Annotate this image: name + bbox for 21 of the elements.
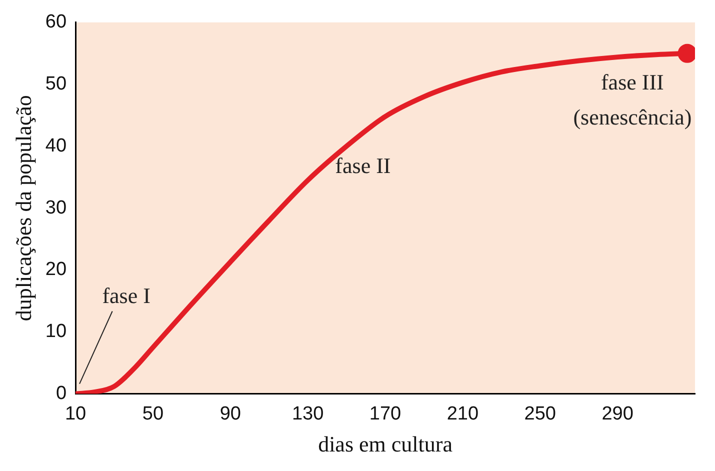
annotation: fase I <box>102 283 150 308</box>
x-tick-label: 210 <box>446 403 479 424</box>
x-tick-label: 250 <box>524 403 556 424</box>
x-tick-label: 290 <box>602 403 634 424</box>
annotation: fase III <box>600 69 664 94</box>
y-tick-label: 40 <box>45 135 67 156</box>
y-tick-label: 60 <box>45 12 67 33</box>
y-tick-label: 30 <box>45 197 67 218</box>
y-tick-label: 50 <box>45 74 67 95</box>
x-tick-label: 90 <box>220 403 241 424</box>
y-tick-label: 10 <box>45 321 67 342</box>
y-tick-label: 20 <box>45 259 67 280</box>
annotation: (senescência) <box>573 104 692 130</box>
x-tick-label: 170 <box>369 403 402 424</box>
x-axis-title: dias em cultura <box>318 432 453 457</box>
y-axis-title: duplicações da população <box>10 95 36 322</box>
y-tick-label: 0 <box>56 383 67 404</box>
annotation: fase II <box>335 153 391 178</box>
x-tick-label: 10 <box>64 403 86 424</box>
x-tick-label: 130 <box>292 403 324 424</box>
x-tick-label: 50 <box>142 403 164 424</box>
